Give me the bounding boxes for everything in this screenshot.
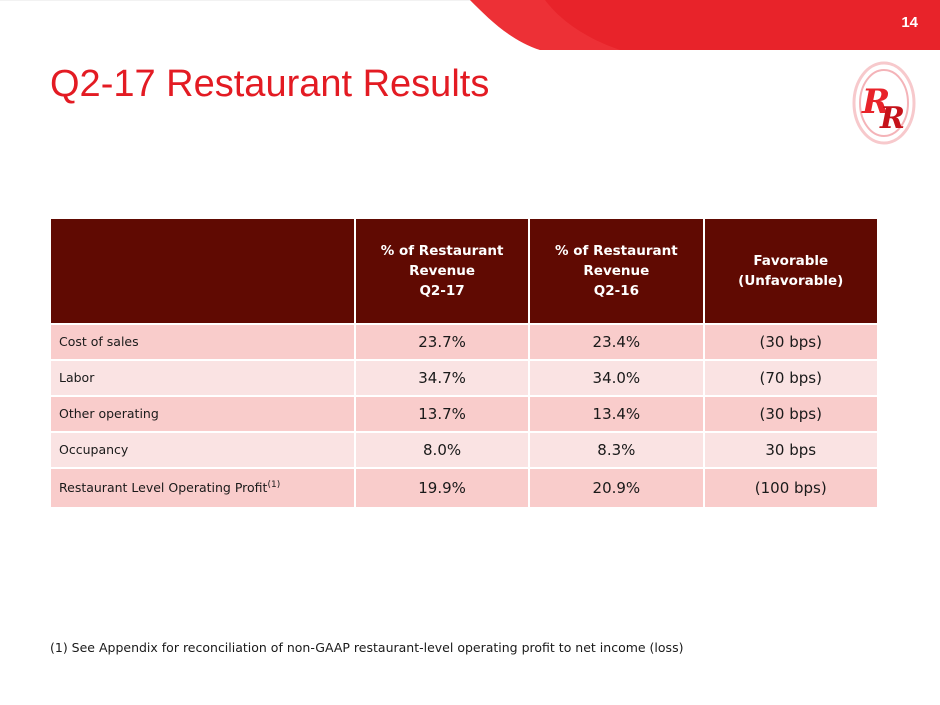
table-row: Other operating 13.7% 13.4% (30 bps) [51,397,877,431]
cell-q216: 20.9% [530,469,703,507]
header-favorable-line: Favorable [753,253,829,269]
cell-q216: 13.4% [530,397,703,431]
header-blank-cell [51,219,354,323]
results-table: % of Restaurant Revenue Q2-17 % of Resta… [49,217,879,509]
cell-q217: 23.7% [355,325,529,359]
footnote: (1) See Appendix for reconciliation of n… [50,640,684,655]
cell-favorable: (70 bps) [704,361,877,395]
cell-q216: 8.3% [530,433,703,467]
cell-q217: 34.7% [355,361,529,395]
svg-text:R: R [861,82,890,122]
table-row: Cost of sales 23.7% 23.4% (30 bps) [51,325,877,359]
header-q216-line: % of Restaurant [555,243,678,259]
row-label-text: Labor [59,370,95,386]
svg-text:R: R [879,101,905,136]
cell-q217: 8.0% [355,433,529,467]
row-label: Restaurant Level Operating Profit(1) [51,469,354,507]
cell-q216: 23.4% [530,325,703,359]
table-row: Labor 34.7% 34.0% (70 bps) [51,361,877,395]
header-q216: % of Restaurant Revenue Q2-16 [530,219,703,323]
row-label: Other operating [51,397,354,431]
header-q216-line: Revenue [583,263,650,279]
row-label-text: Occupancy [59,442,129,458]
row-label: Cost of sales [51,325,354,359]
cell-q217: 19.9% [355,469,529,507]
cell-q217: 13.7% [355,397,529,431]
top-banner [0,0,940,50]
header-q216-line: Q2-16 [593,283,639,299]
cell-favorable: (30 bps) [704,397,877,431]
cell-q216: 34.0% [530,361,703,395]
table-header-row: % of Restaurant Revenue Q2-17 % of Resta… [51,219,877,323]
header-q217: % of Restaurant Revenue Q2-17 [355,219,529,323]
header-favorable-line: (Unfavorable) [738,273,844,289]
row-label-sup: (1) [267,480,281,491]
table-row: Occupancy 8.0% 8.3% 30 bps [51,433,877,467]
slide-title: Q2-17 Restaurant Results [50,63,490,105]
red-robin-rr-logo-icon: R R [852,61,916,145]
row-label: Labor [51,361,354,395]
page-number: 14 [901,14,918,31]
header-favorable: Favorable (Unfavorable) [704,219,877,323]
header-q217-line: Revenue [409,263,476,279]
row-label-text: Cost of sales [59,334,139,350]
row-label-text: Restaurant Level Operating Profit [59,480,268,496]
cell-favorable: (100 bps) [704,469,877,507]
cell-favorable: (30 bps) [704,325,877,359]
header-q217-line: % of Restaurant [380,243,504,259]
row-label-text: Other operating [59,406,159,422]
table-row: Restaurant Level Operating Profit(1) 19.… [51,469,877,507]
row-label: Occupancy [51,433,354,467]
cell-favorable: 30 bps [704,433,877,467]
header-q217-line: Q2-17 [419,283,465,299]
